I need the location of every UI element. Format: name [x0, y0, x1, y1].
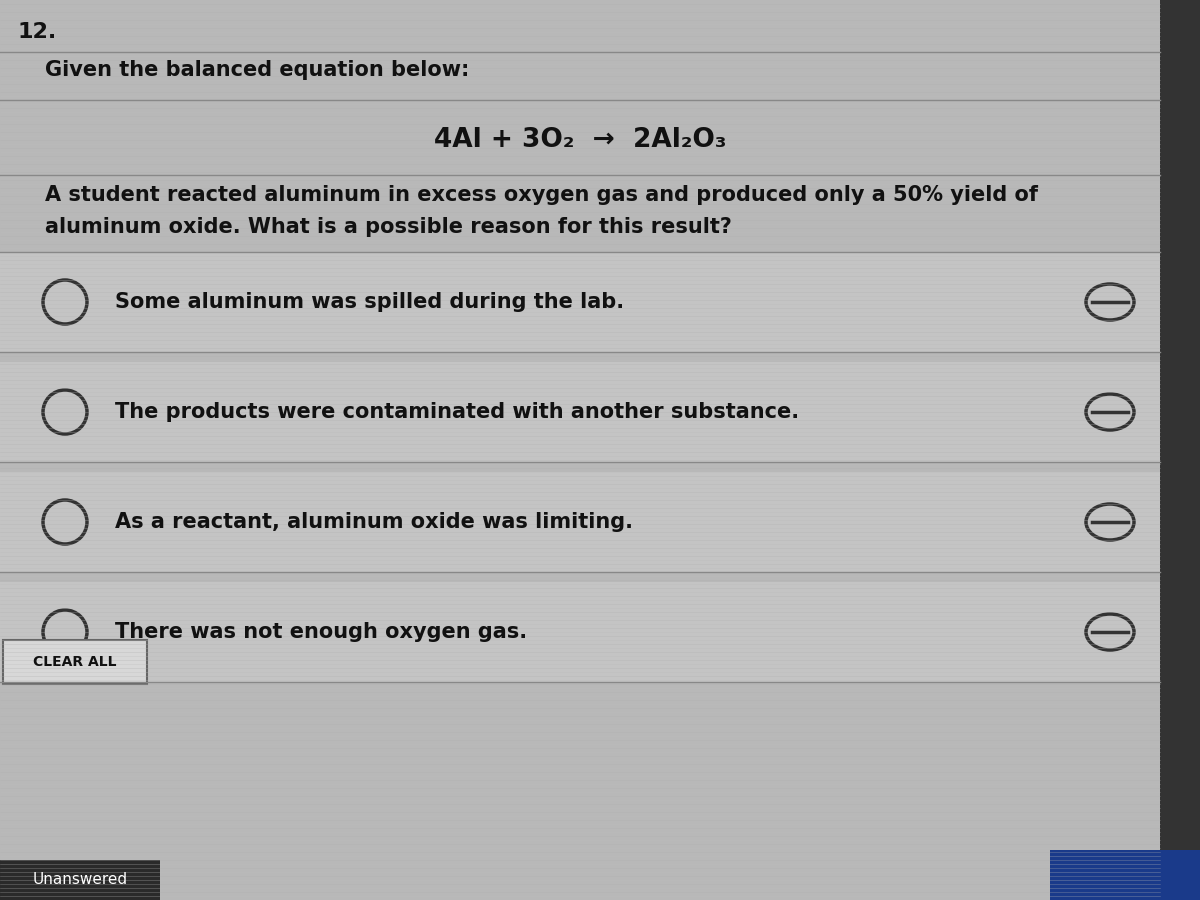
Text: CLEAR ALL: CLEAR ALL — [34, 655, 116, 669]
FancyBboxPatch shape — [0, 362, 1160, 462]
FancyBboxPatch shape — [1160, 0, 1200, 900]
Text: Unanswered: Unanswered — [32, 872, 127, 887]
FancyBboxPatch shape — [0, 472, 1160, 572]
FancyBboxPatch shape — [1050, 850, 1200, 900]
Text: aluminum oxide. What is a possible reason for this result?: aluminum oxide. What is a possible reaso… — [46, 217, 732, 237]
FancyBboxPatch shape — [2, 640, 148, 684]
FancyBboxPatch shape — [0, 582, 1160, 682]
FancyBboxPatch shape — [0, 860, 160, 900]
Text: 12.: 12. — [18, 22, 58, 42]
FancyBboxPatch shape — [0, 252, 1160, 352]
Text: The products were contaminated with another substance.: The products were contaminated with anot… — [115, 402, 799, 422]
Text: 4Al + 3O₂  →  2Al₂O₃: 4Al + 3O₂ → 2Al₂O₃ — [434, 127, 726, 153]
Text: Given the balanced equation below:: Given the balanced equation below: — [46, 60, 469, 80]
Text: As a reactant, aluminum oxide was limiting.: As a reactant, aluminum oxide was limiti… — [115, 512, 634, 532]
Text: There was not enough oxygen gas.: There was not enough oxygen gas. — [115, 622, 527, 642]
Text: A student reacted aluminum in excess oxygen gas and produced only a 50% yield of: A student reacted aluminum in excess oxy… — [46, 185, 1038, 205]
Text: Some aluminum was spilled during the lab.: Some aluminum was spilled during the lab… — [115, 292, 624, 312]
